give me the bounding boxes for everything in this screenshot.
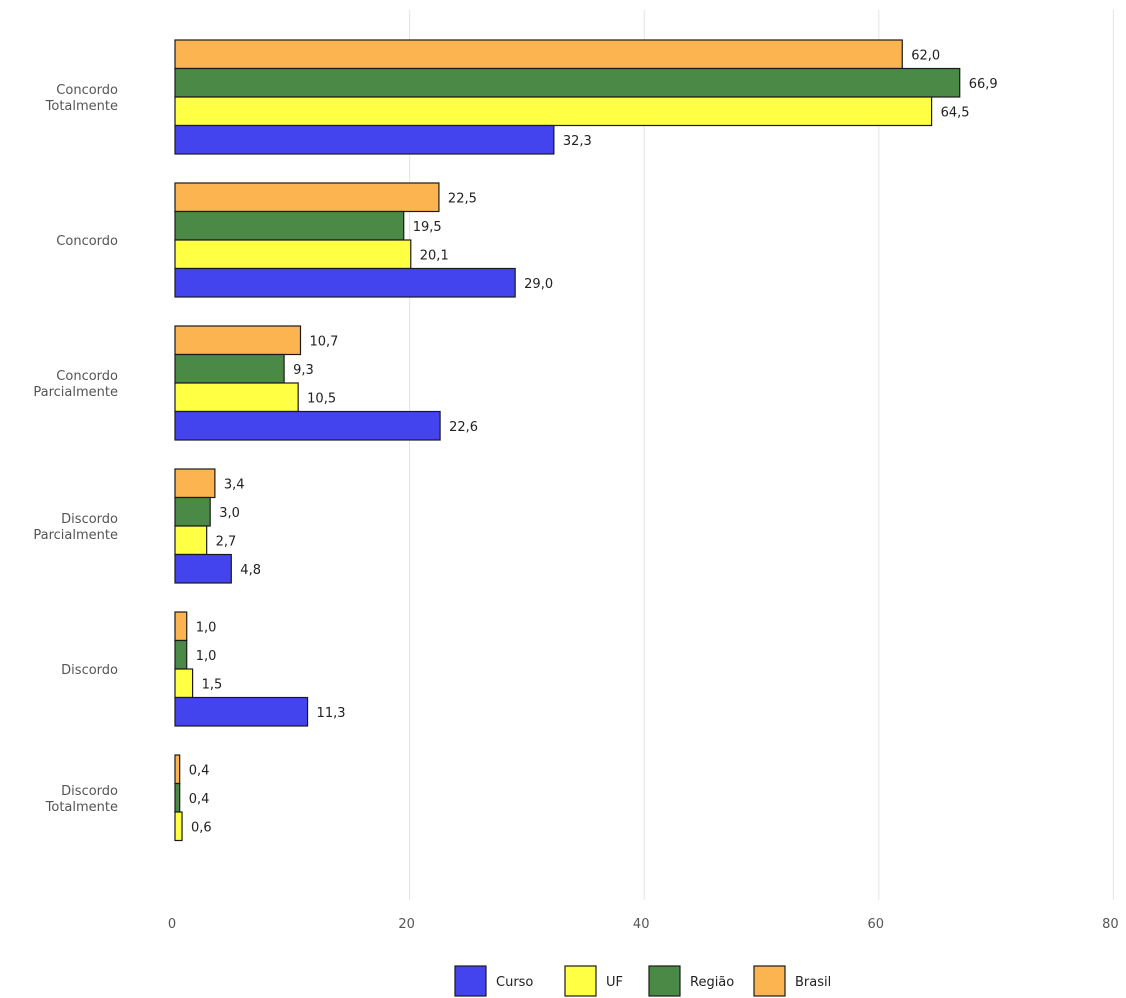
value-label-regiao-discordo-totalmente: 0,4	[189, 792, 210, 807]
value-label-regiao-concordo-parcialmente: 9,3	[293, 363, 314, 378]
value-labels: 62,0 22,5 10,7 3,4 1,0 0,4 66,9 19,5 9,3 3,0 1,0 0,…	[189, 48, 998, 835]
bar-brasil-discordo-parcialmente	[174, 468, 216, 499]
bar-curso-discordo	[174, 696, 309, 727]
legend: Curso UF Região Brasil	[454, 965, 831, 997]
value-label-uf-concordo: 20,1	[420, 248, 449, 263]
category-label-concordo: Concordo	[56, 234, 118, 249]
legend-label-uf: UF	[606, 975, 623, 990]
category-label-concordo-totalmente: Concordo Totalmente	[45, 83, 118, 114]
bar-uf-concordo-parcialmente	[174, 382, 299, 413]
category-label-discordo-parcialmente: Discordo Parcialmente	[33, 512, 118, 543]
legend-label-brasil: Brasil	[795, 975, 831, 990]
bar-regiao-discordo	[174, 639, 188, 670]
bar-uf-concordo	[174, 239, 412, 270]
bar-curso-concordo	[174, 267, 516, 298]
value-label-curso-discordo-parcialmente: 4,8	[240, 563, 261, 578]
bar-regiao-concordo-totalmente	[174, 67, 961, 98]
value-label-brasil-concordo-parcialmente: 10,7	[310, 334, 339, 349]
value-label-curso-discordo: 11,3	[317, 706, 346, 721]
value-label-regiao-concordo: 19,5	[413, 220, 442, 235]
x-tick-label-80: 80	[1102, 917, 1119, 932]
value-label-regiao-concordo-totalmente: 66,9	[969, 77, 998, 92]
bar-uf-concordo-totalmente	[174, 96, 933, 127]
legend-label-curso: Curso	[496, 975, 533, 990]
bars	[174, 39, 961, 842]
bar-brasil-concordo-totalmente	[174, 39, 903, 70]
value-label-uf-concordo-totalmente: 64,5	[941, 105, 970, 120]
category-label-discordo-totalmente: Discordo Totalmente	[45, 784, 118, 815]
value-label-curso-concordo-totalmente: 32,3	[563, 134, 592, 149]
bar-brasil-concordo-parcialmente	[174, 325, 302, 356]
bar-regiao-discordo-totalmente	[174, 782, 181, 813]
bar-brasil-concordo	[174, 182, 440, 213]
x-axis-ticks: 0 20 40 60 80	[168, 917, 1119, 932]
x-tick-label-60: 60	[868, 917, 885, 932]
category-label-concordo-parcialmente: Concordo Parcialmente	[33, 369, 118, 400]
legend-swatch-uf	[564, 965, 597, 997]
grid-lines	[409, 10, 1114, 900]
bar-brasil-discordo	[174, 611, 188, 642]
value-label-regiao-discordo-parcialmente: 3,0	[219, 506, 240, 521]
bar-uf-discordo-totalmente	[174, 811, 183, 842]
value-label-brasil-concordo: 22,5	[448, 191, 477, 206]
value-label-brasil-discordo-totalmente: 0,4	[189, 763, 210, 778]
category-label-discordo: Discordo	[61, 663, 118, 678]
bar-regiao-concordo-parcialmente	[174, 353, 285, 384]
x-tick-label-0: 0	[168, 917, 176, 932]
bar-curso-concordo-parcialmente	[174, 410, 441, 441]
value-label-uf-discordo-parcialmente: 2,7	[216, 534, 237, 549]
value-label-uf-discordo: 1,5	[202, 677, 223, 692]
value-label-regiao-discordo: 1,0	[196, 649, 217, 664]
value-label-brasil-discordo: 1,0	[196, 620, 217, 635]
value-label-uf-discordo-totalmente: 0,6	[191, 820, 212, 835]
bar-regiao-discordo-parcialmente	[174, 496, 211, 527]
bar-curso-concordo-totalmente	[174, 124, 555, 155]
legend-swatch-curso	[454, 965, 487, 997]
value-label-uf-concordo-parcialmente: 10,5	[307, 391, 336, 406]
category-labels: Concordo Totalmente Concordo Concordo Parcia…	[33, 83, 118, 815]
x-tick-label-40: 40	[633, 917, 650, 932]
x-tick-label-20: 20	[398, 917, 415, 932]
bar-brasil-discordo-totalmente	[174, 754, 181, 785]
value-label-curso-concordo: 29,0	[524, 277, 553, 292]
legend-label-regiao: Região	[690, 975, 734, 990]
legend-swatch-regiao	[648, 965, 681, 997]
value-label-brasil-discordo-parcialmente: 3,4	[224, 477, 245, 492]
value-label-brasil-concordo-totalmente: 62,0	[911, 48, 940, 63]
bar-uf-discordo	[174, 668, 194, 699]
bar-regiao-concordo	[174, 210, 405, 241]
bar-uf-discordo-parcialmente	[174, 525, 208, 556]
bar-curso-discordo-parcialmente	[174, 553, 232, 584]
legend-swatch-brasil	[753, 965, 786, 997]
value-label-curso-concordo-parcialmente: 22,6	[449, 420, 478, 435]
